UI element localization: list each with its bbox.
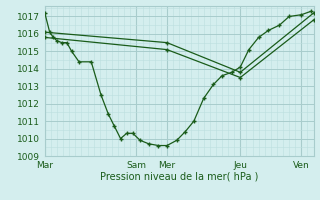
- X-axis label: Pression niveau de la mer( hPa ): Pression niveau de la mer( hPa ): [100, 171, 258, 181]
